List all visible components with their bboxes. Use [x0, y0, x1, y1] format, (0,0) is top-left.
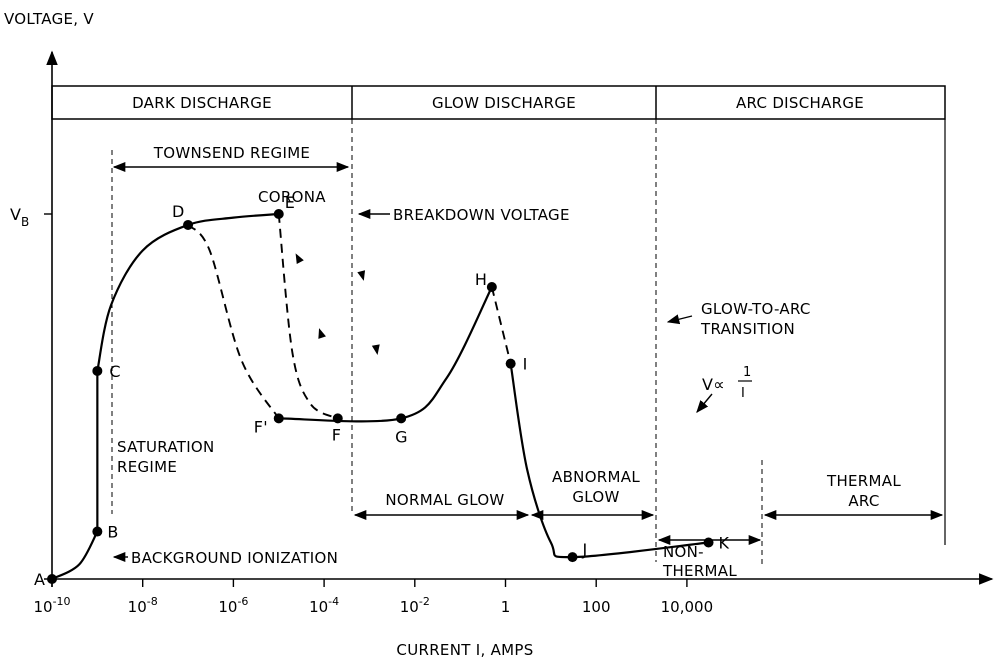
glow-to-arc-label: GLOW-TO-ARC [701, 300, 811, 318]
point-G [396, 413, 407, 424]
glow-to-arc-label-2: TRANSITION [700, 320, 795, 338]
thermal-arc-label-2: ARC [848, 492, 879, 510]
x-tick-label: 10-10 [33, 595, 70, 616]
point-label: B [107, 523, 118, 542]
proportional-label: V∝ [702, 375, 725, 394]
point-Fp [273, 413, 284, 424]
breakdown-voltage-label: BREAKDOWN VOLTAGE [393, 206, 570, 224]
direction-arrow [357, 270, 366, 281]
point-A [47, 574, 57, 584]
point-H [486, 282, 497, 292]
x-axis-label: CURRENT I, AMPS [396, 641, 533, 659]
point-label: C [109, 362, 120, 381]
townsend-regime-label: TOWNSEND REGIME [153, 144, 310, 162]
point-label: K [719, 534, 730, 553]
point-label: A [34, 570, 45, 589]
series-line-5 [277, 213, 339, 420]
thermal-label: THERMAL [826, 472, 901, 490]
x-tick-label: 10-6 [218, 595, 248, 616]
point-C [92, 365, 103, 376]
point-B [92, 526, 103, 537]
point-D [183, 219, 194, 230]
abnormal-label-2: GLOW [572, 488, 619, 506]
saturation-label: SATURATION [117, 438, 215, 456]
y-axis-label: VOLTAGE, V [4, 10, 94, 28]
x-tick-label: 10-2 [400, 595, 430, 616]
non-thermal-label-2: THERMAL [662, 562, 737, 580]
region-label: GLOW DISCHARGE [432, 94, 576, 112]
series-line-1 [51, 531, 99, 580]
point-label: D [172, 202, 185, 221]
point-label: H [475, 270, 487, 289]
point-label: E [285, 193, 295, 212]
y-tick-label: VB [10, 205, 29, 229]
point-F [332, 413, 343, 424]
glow-to-arc-arrow [666, 314, 693, 325]
corona-label: CORONA [258, 188, 326, 206]
point-K [703, 537, 714, 548]
point-J [567, 552, 578, 563]
series-line-3 [96, 212, 279, 372]
non-thermal-label: NON- [663, 543, 704, 561]
x-tick-label: 10,000 [661, 598, 714, 616]
region-label: ARC DISCHARGE [736, 94, 864, 112]
point-label: J [581, 540, 587, 559]
x-tick-label: 1 [501, 598, 511, 616]
series-line-7 [490, 286, 512, 364]
normal-glow-label: NORMAL GLOW [385, 491, 504, 509]
background-ionization-label: BACKGROUND IONIZATION [131, 549, 338, 567]
fraction-numerator: 1 [743, 365, 752, 380]
point-I [505, 358, 516, 369]
direction-arrow [371, 344, 380, 355]
saturation-label-2: REGIME [117, 458, 177, 476]
x-tick-label: 10-8 [128, 595, 158, 616]
series-line-4 [187, 224, 280, 419]
x-tick-label: 100 [582, 598, 611, 616]
fraction-denominator: I [741, 386, 745, 401]
x-tick-label: 10-4 [309, 595, 339, 616]
point-label: F' [254, 417, 268, 436]
point-label: G [395, 427, 408, 446]
direction-arrow [318, 328, 326, 339]
abnormal-label: ABNORMAL [552, 468, 640, 486]
region-label: DARK DISCHARGE [132, 94, 272, 112]
series-line-6 [278, 286, 493, 423]
proportional-arrow [696, 393, 713, 413]
direction-arrow [295, 253, 304, 265]
point-E [273, 209, 284, 219]
point-label: I [523, 355, 528, 374]
point-label: F [332, 425, 342, 444]
series-line-8 [509, 363, 709, 559]
